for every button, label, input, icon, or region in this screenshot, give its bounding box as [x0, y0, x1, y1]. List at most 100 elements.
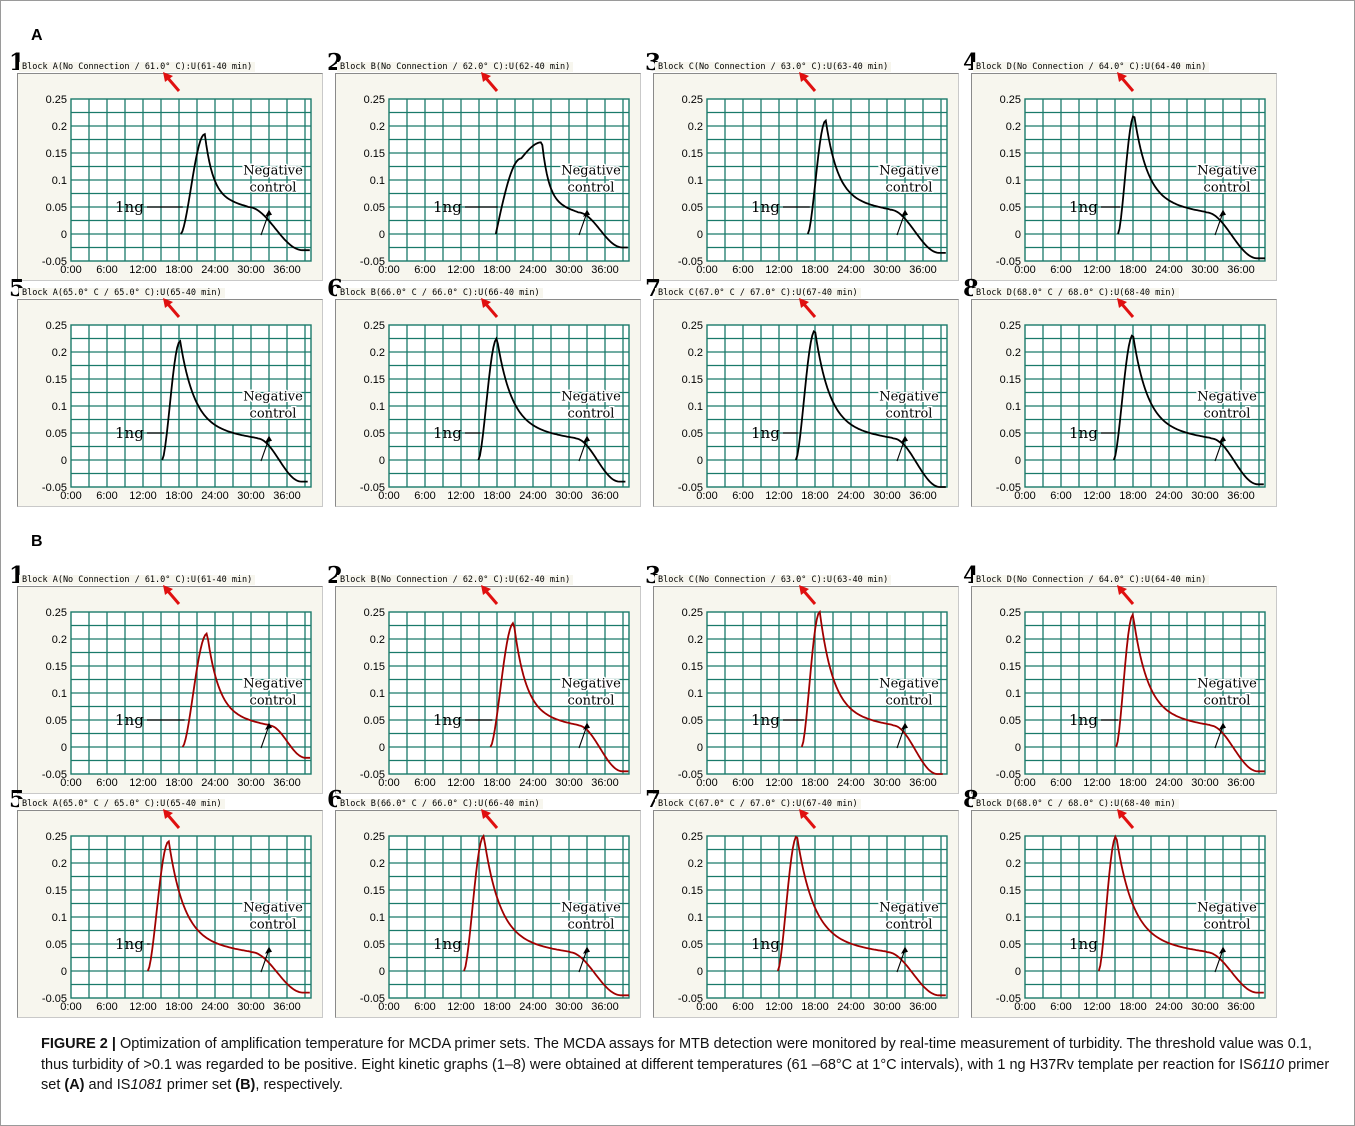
- x-tick-label: 18:00: [483, 490, 511, 502]
- kinetic-curve: [477, 336, 626, 483]
- x-tick-label: 18:00: [165, 490, 193, 502]
- kinetic-curve: [776, 835, 946, 997]
- annotation-1ng: 1ng: [115, 424, 144, 442]
- y-tick-label: 0.1: [52, 688, 67, 700]
- annotation-negative: Negative: [879, 164, 939, 179]
- y-tick-label: 0.1: [370, 688, 385, 700]
- kinetic-curve: [161, 339, 308, 483]
- y-tick-label: -0.05: [360, 256, 385, 268]
- y-tick-label: 0.2: [370, 347, 385, 359]
- x-tick-label: 24:00: [519, 777, 547, 789]
- kinetic-curve: [181, 631, 311, 759]
- x-tick-label: 6:00: [1050, 777, 1071, 789]
- x-tick-label: 24:00: [1155, 777, 1183, 789]
- y-tick-label: 0.15: [364, 148, 385, 160]
- caption-italic-1: 6110: [1252, 1056, 1285, 1073]
- x-tick-label: 6:00: [414, 264, 435, 276]
- panel-b-2: 2 Block B(No Connection / 62.0° C):U(62-4…: [327, 562, 645, 794]
- y-tick-label: 0.05: [1000, 428, 1021, 440]
- panel-title: Block C(No Connection / 63.0° C):U(63-40…: [655, 575, 892, 585]
- kinetic-curve: [794, 330, 946, 488]
- annotation-arrow-head: [1219, 209, 1226, 217]
- x-tick-label: 36:00: [909, 490, 937, 502]
- annotation-negative: Negative: [243, 390, 303, 405]
- y-tick-label: -0.05: [678, 482, 703, 494]
- x-tick-label: 6:00: [414, 777, 435, 789]
- annotation-control: control: [1204, 694, 1251, 709]
- y-tick-label: 0: [61, 966, 67, 978]
- x-tick-label: 12:00: [129, 777, 157, 789]
- y-tick-label: 0.2: [370, 634, 385, 646]
- y-tick-label: 0: [1015, 229, 1021, 241]
- caption-italic-2: 1081: [130, 1077, 163, 1093]
- panel-title: Block A(No Connection / 61.0° C):U(61-40…: [19, 575, 256, 585]
- annotation-negative: Negative: [1197, 677, 1257, 692]
- x-tick-label: 36:00: [273, 1001, 301, 1013]
- x-tick-label: 12:00: [765, 264, 793, 276]
- x-tick-label: 24:00: [519, 1001, 547, 1013]
- y-tick-label: 0.2: [52, 634, 67, 646]
- y-tick-label: 0: [1015, 455, 1021, 467]
- x-tick-label: 24:00: [201, 777, 229, 789]
- x-tick-label: 6:00: [414, 490, 435, 502]
- kinetic-chart: 0.25 0.2 0.15 0.1 0.05 0 -0.050:00 6:00 12:00 18:…: [42, 298, 312, 502]
- kinetic-curve: [1117, 115, 1265, 260]
- annotation-negative: Negative: [879, 390, 939, 405]
- caption-text-2: primer set: [41, 1056, 1330, 1094]
- x-tick-label: 24:00: [201, 490, 229, 502]
- x-tick-label: 12:00: [447, 1001, 475, 1013]
- annotation-1ng: 1ng: [1069, 935, 1098, 953]
- y-tick-label: 0.1: [1006, 688, 1021, 700]
- y-tick-label: -0.05: [42, 482, 67, 494]
- y-tick-label: -0.05: [360, 993, 385, 1005]
- y-tick-label: 0.25: [46, 607, 67, 619]
- y-tick-label: 0.15: [364, 661, 385, 673]
- y-tick-label: 0.15: [1000, 374, 1021, 386]
- y-tick-label: 0.1: [52, 912, 67, 924]
- annotation-negative: Negative: [561, 164, 621, 179]
- kinetic-chart: 0.25 0.2 0.15 0.1 0.05 0 -0.050:00 6:00 12:00 18:…: [360, 809, 630, 1013]
- x-tick-label: 18:00: [165, 264, 193, 276]
- y-tick-label: 0.25: [1000, 320, 1021, 332]
- temperature-arrow-line: [165, 76, 181, 92]
- x-tick-label: 36:00: [1227, 777, 1255, 789]
- y-tick-label: 0: [697, 229, 703, 241]
- annotation-1ng: 1ng: [433, 711, 462, 729]
- x-tick-label: 36:00: [909, 264, 937, 276]
- panel-a-6: 6 Block B(66.0° C / 66.0° C):U(66-40 min)…: [327, 275, 645, 507]
- y-tick-label: 0.2: [52, 121, 67, 133]
- annotation-control: control: [886, 407, 933, 422]
- x-tick-label: 18:00: [165, 777, 193, 789]
- x-tick-label: 24:00: [1155, 264, 1183, 276]
- x-tick-label: 6:00: [732, 777, 753, 789]
- y-tick-label: -0.05: [996, 769, 1021, 781]
- kinetic-chart: 0.25 0.2 0.15 0.1 0.05 0 -0.050:00 6:00 12:00 18:…: [996, 72, 1266, 276]
- panel-title: Block B(66.0° C / 66.0° C):U(66-40 min): [337, 799, 543, 809]
- annotation-arrow-head: [583, 435, 590, 443]
- y-tick-label: 0: [1015, 966, 1021, 978]
- y-tick-label: 0.05: [1000, 939, 1021, 951]
- x-tick-label: 0:00: [696, 264, 717, 276]
- panel-b-4: 4 Block D(No Connection / 64.0° C):U(64-4…: [963, 562, 1281, 794]
- annotation-1ng: 1ng: [433, 935, 462, 953]
- x-tick-label: 30:00: [555, 777, 583, 789]
- temperature-arrow-line: [165, 813, 181, 829]
- y-tick-label: 0.1: [52, 401, 67, 413]
- y-tick-label: -0.05: [42, 769, 67, 781]
- y-tick-label: -0.05: [42, 256, 67, 268]
- y-tick-label: 0.05: [682, 939, 703, 951]
- kinetic-curve: [494, 141, 628, 249]
- annotation-negative: Negative: [243, 164, 303, 179]
- kinetic-chart: 0.25 0.2 0.15 0.1 0.05 0 -0.050:00 6:00 12:00 18:…: [360, 298, 630, 502]
- x-tick-label: 30:00: [873, 777, 901, 789]
- kinetic-curve: [180, 132, 310, 252]
- panel-b-1: 1 Block A(No Connection / 61.0° C):U(61-4…: [9, 562, 327, 794]
- annotation-arrow-line: [1214, 949, 1224, 973]
- annotation-arrow-head: [265, 209, 272, 217]
- y-tick-label: 0.1: [370, 401, 385, 413]
- kinetic-chart: 0.25 0.2 0.15 0.1 0.05 0 -0.050:00 6:00 12:00 18:…: [678, 809, 948, 1013]
- x-tick-label: 6:00: [732, 1001, 753, 1013]
- annotation-arrow-line: [896, 438, 906, 462]
- x-tick-label: 12:00: [447, 264, 475, 276]
- temperature-arrow-line: [801, 589, 817, 605]
